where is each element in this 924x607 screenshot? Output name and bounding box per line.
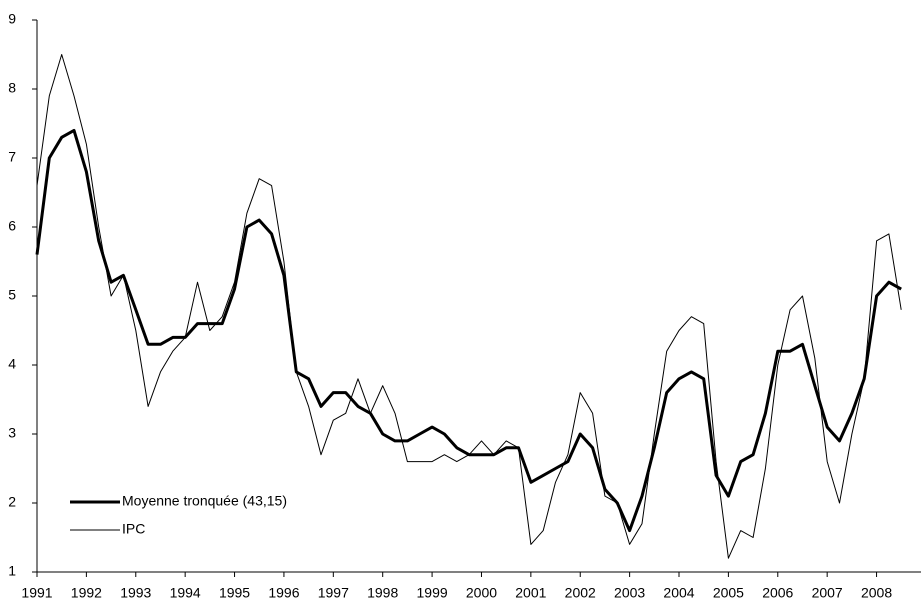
y-tick-label: 4 bbox=[8, 356, 16, 372]
y-tick-label: 1 bbox=[8, 563, 16, 579]
x-tick-label: 1992 bbox=[71, 585, 102, 601]
line bbox=[35, 128, 902, 533]
x-tick-label: 2007 bbox=[812, 585, 843, 601]
x-tick-label: 2003 bbox=[614, 585, 645, 601]
legend-label: IPC bbox=[122, 521, 145, 537]
legend-label: Moyenne tronquée (43,15) bbox=[122, 493, 287, 509]
y-tick-label: 5 bbox=[8, 287, 16, 303]
x-tick-label: 1998 bbox=[367, 585, 398, 601]
y-tick-label: 7 bbox=[8, 149, 16, 165]
x-tick-label: 2008 bbox=[861, 585, 892, 601]
y-tick-label: 8 bbox=[8, 80, 16, 96]
x-tick-label: 1995 bbox=[219, 585, 250, 601]
x-tick-label: 2002 bbox=[565, 585, 596, 601]
y-tick-label: 9 bbox=[8, 11, 16, 27]
x-tick-label: 1993 bbox=[120, 585, 151, 601]
y-tick-label: 6 bbox=[8, 218, 16, 234]
x-tick-label: 2004 bbox=[663, 585, 694, 601]
x-tick-label: 2006 bbox=[762, 585, 793, 601]
x-tick-label: 1999 bbox=[417, 585, 448, 601]
y-tick-label: 3 bbox=[8, 425, 16, 441]
x-tick-label: 1991 bbox=[21, 585, 52, 601]
x-tick-label: 2000 bbox=[466, 585, 497, 601]
x-tick-label: 2001 bbox=[515, 585, 546, 601]
x-tick-label: 1997 bbox=[318, 585, 349, 601]
x-tick-label: 2005 bbox=[713, 585, 744, 601]
line bbox=[36, 54, 902, 559]
x-tick-label: 1994 bbox=[170, 585, 201, 601]
y-tick-label: 2 bbox=[8, 494, 16, 510]
x-tick-label: 1996 bbox=[268, 585, 299, 601]
